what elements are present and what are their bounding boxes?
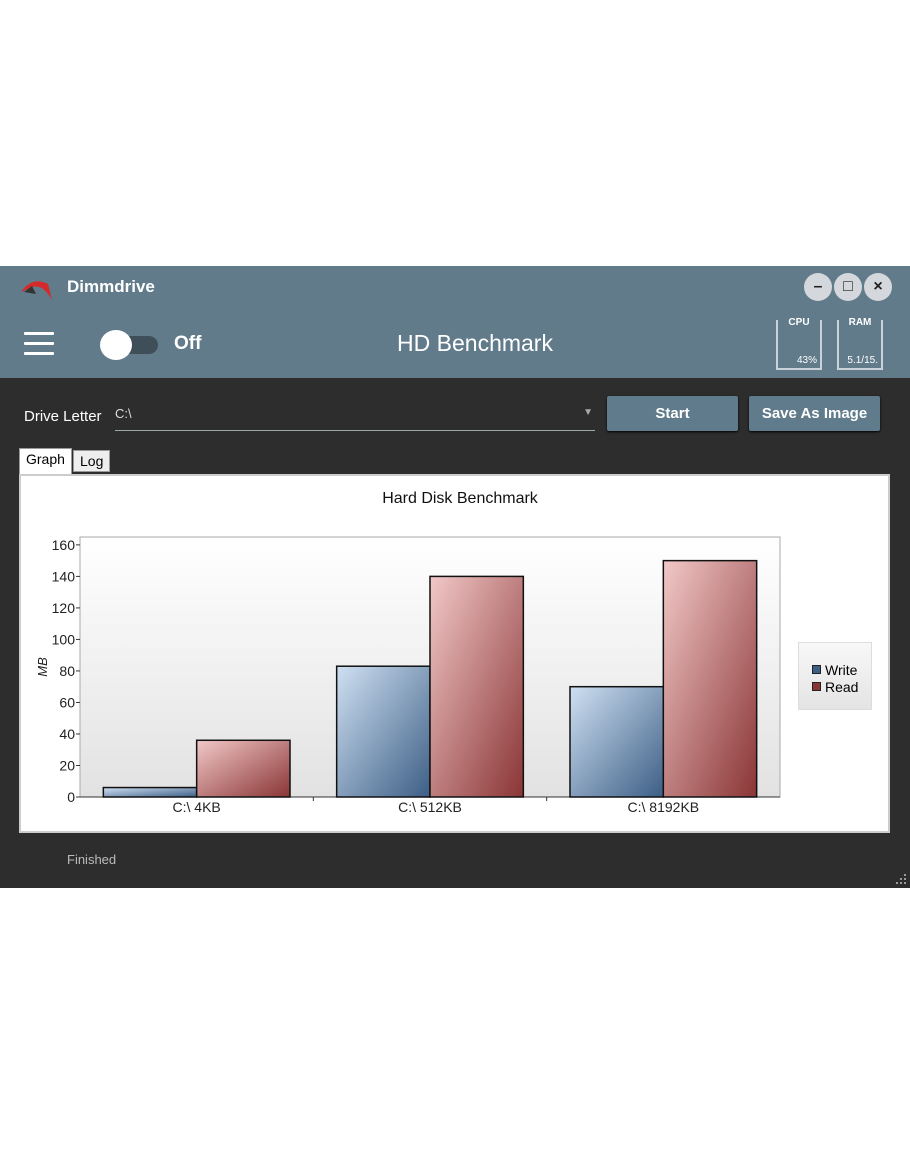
chart-legend: Write Read xyxy=(798,642,872,710)
save-as-image-button[interactable]: Save As Image xyxy=(749,396,880,431)
y-tick-label: 20 xyxy=(59,757,75,773)
x-tick-label: C:\ 512KB xyxy=(398,799,462,815)
ram-value: 5.1/15. xyxy=(847,355,878,366)
dropdown-arrow-icon: ▼ xyxy=(583,407,593,418)
app-name: Dimmdrive xyxy=(67,277,155,296)
bar-write xyxy=(102,786,198,798)
y-tick-label: 60 xyxy=(59,694,75,710)
start-button[interactable]: Start xyxy=(607,396,738,431)
status-text: Finished xyxy=(67,852,117,867)
y-tick-label: 0 xyxy=(67,789,75,805)
bar-write xyxy=(569,685,665,798)
title-bar: Dimmdrive – □ × Off HD Benchmark CPU 43%… xyxy=(0,266,910,378)
tab-graph[interactable]: Graph xyxy=(19,448,72,474)
y-tick-label: 40 xyxy=(59,726,75,742)
y-tick-label: 120 xyxy=(52,600,76,616)
drive-value: C:\ xyxy=(115,406,132,421)
app-window: Dimmdrive – □ × Off HD Benchmark CPU 43%… xyxy=(0,266,910,888)
bar-read xyxy=(662,559,758,798)
bar-chart: Hard Disk Benchmark 0 20 40 60 80 100 120 140 160… xyxy=(35,490,781,815)
y-tick-label: 100 xyxy=(52,631,76,647)
y-tick-label: 160 xyxy=(52,537,76,553)
cpu-value: 43% xyxy=(796,355,817,366)
y-tick-label: 140 xyxy=(52,568,76,584)
maximize-button[interactable]: □ xyxy=(834,273,862,301)
toggle-label: Off xyxy=(174,333,202,354)
legend-item-read: Read xyxy=(812,678,871,695)
legend-item-write: Write xyxy=(812,661,871,678)
close-button[interactable]: × xyxy=(864,273,892,301)
x-tick-label: C:\ 4KB xyxy=(173,799,221,815)
chart-panel: Hard Disk Benchmark 0 20 40 60 80 100 120 140 160… xyxy=(19,474,890,833)
minimize-button[interactable]: – xyxy=(804,273,832,301)
dimmdrive-logo-icon xyxy=(21,281,52,300)
drive-letter-select[interactable]: C:\ ▼ xyxy=(115,400,595,431)
ram-meter: RAM 5.1/15. xyxy=(837,317,883,370)
y-tick-label: 80 xyxy=(59,663,75,679)
resize-grip-icon[interactable] xyxy=(894,872,908,886)
bar-write xyxy=(335,665,431,798)
cpu-label: CPU xyxy=(786,317,812,328)
hamburger-menu-icon[interactable] xyxy=(24,332,54,356)
drive-letter-label: Drive Letter xyxy=(24,408,102,425)
bar-read xyxy=(195,739,291,798)
bar-read xyxy=(429,575,525,798)
tab-log[interactable]: Log xyxy=(73,450,111,472)
page-title: HD Benchmark xyxy=(397,330,553,356)
cpu-meter: CPU 43% xyxy=(776,317,822,370)
chart-title: Hard Disk Benchmark xyxy=(382,490,539,507)
x-tick-label: C:\ 8192KB xyxy=(628,799,700,815)
y-axis-label: MB xyxy=(35,657,50,677)
ram-label: RAM xyxy=(847,317,873,328)
dimmdrive-toggle[interactable] xyxy=(100,330,158,360)
